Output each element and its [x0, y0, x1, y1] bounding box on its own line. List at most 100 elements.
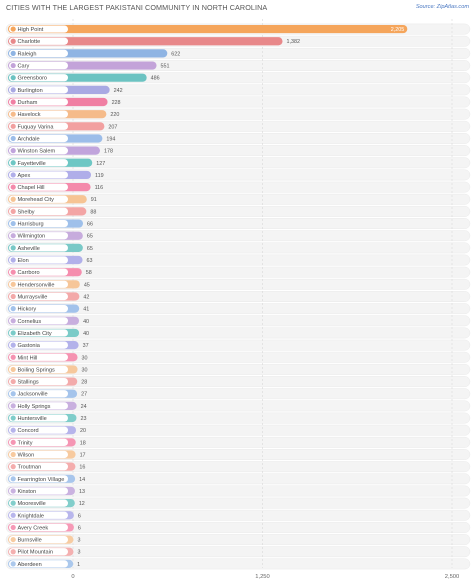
row-background [5, 412, 471, 424]
bar-row[interactable]: Charlotte 1,382 [8, 37, 301, 46]
bar-row[interactable]: Chapel Hill 116 [8, 182, 103, 192]
bar-row[interactable]: Boiling Springs 30 [8, 365, 88, 374]
value-label: 12 [79, 501, 85, 507]
bar-row[interactable]: Hickory 41 [8, 304, 89, 313]
bar-row[interactable]: Kinston 13 [8, 486, 85, 496]
bar-row[interactable]: Havelock 220 [8, 110, 119, 119]
value-label: 220 [110, 112, 119, 118]
row-background [5, 218, 471, 229]
category-label: Charlotte [18, 39, 41, 45]
bar-row[interactable]: Jacksonville 27 [8, 389, 87, 398]
category-label: Avery Creek [18, 525, 49, 531]
bar-row[interactable]: Wilmington 65 [8, 231, 93, 240]
bar-row[interactable]: Burnsville 3 [8, 535, 80, 544]
bar-row[interactable]: Elizabeth City 40 [8, 328, 89, 338]
value-label: 24 [81, 404, 87, 410]
category-color-dot [10, 342, 16, 348]
category-label-pill [9, 232, 68, 240]
category-label-pill [9, 463, 68, 471]
bar-row[interactable]: Knightdale 6 [8, 511, 81, 520]
category-label: Winston Salem [18, 149, 56, 155]
bar-row[interactable]: Troutman 16 [8, 462, 85, 471]
row-background [5, 169, 471, 181]
bar-row[interactable]: Harrisburg 66 [8, 219, 93, 228]
bar-row[interactable]: Archdale 194 [8, 134, 115, 143]
value-label: 622 [171, 51, 180, 57]
bar-row[interactable]: Hendersonville 45 [8, 280, 90, 289]
category-color-dot [10, 123, 16, 129]
category-label: Burnsville [18, 538, 42, 544]
category-label: Stallings [18, 380, 39, 386]
bar-row[interactable]: Pilot Mountain 3 [8, 547, 80, 556]
category-color-dot [10, 451, 16, 458]
category-label-pill [9, 426, 68, 434]
bar-row[interactable]: Trinity 18 [8, 438, 86, 447]
category-color-dot [10, 269, 16, 275]
bar-row[interactable]: Gastonia 37 [8, 341, 89, 350]
category-label-pill [9, 195, 68, 203]
bar-row[interactable]: Greensboro 486 [8, 73, 160, 82]
row-background [5, 364, 471, 375]
bar-row[interactable]: Fearrington Village 14 [8, 474, 85, 483]
value-label: 30 [82, 355, 88, 361]
bar-row[interactable]: Winston Salem 178 [8, 146, 113, 155]
category-color-dot [10, 172, 16, 178]
category-label: Elon [18, 258, 29, 264]
row-background [5, 84, 471, 96]
category-color-dot [10, 245, 16, 251]
category-color-dot [10, 196, 16, 202]
row-background [5, 424, 471, 436]
category-label-pill [9, 511, 68, 519]
bar-row[interactable]: Apex 119 [8, 170, 104, 180]
value-label: 37 [83, 343, 89, 349]
value-label: 1 [77, 562, 80, 568]
category-label-pill [9, 183, 68, 191]
bar-row[interactable]: Morehead City 91 [8, 195, 97, 204]
category-label: Murraysville [18, 294, 48, 300]
value-label: 40 [83, 331, 89, 337]
bar-row[interactable]: Shelby 88 [8, 207, 96, 216]
bar[interactable] [8, 24, 408, 34]
category-label-pill [9, 487, 68, 495]
bar-row[interactable]: Mooresville 12 [8, 499, 85, 508]
value-label: 6 [78, 525, 81, 531]
bar-row[interactable]: Fayetteville 127 [8, 158, 105, 167]
row-background [5, 133, 471, 144]
source-link[interactable]: Source: ZipAtlas.com [415, 4, 469, 10]
bar-row[interactable]: Fuquay Varina 207 [8, 122, 117, 131]
category-label: Fuquay Varina [18, 124, 55, 130]
bar-row[interactable]: Elon 63 [8, 255, 93, 265]
category-label: Morehead City [18, 197, 55, 203]
bar-row[interactable]: Wilson 17 [8, 450, 86, 459]
bar-row[interactable]: Avery Creek 6 [8, 523, 81, 532]
bar-row[interactable]: Murraysville 42 [8, 292, 89, 301]
bar-row[interactable]: Stallings 28 [8, 377, 87, 386]
category-label-pill [9, 122, 68, 130]
bar-row[interactable]: Carrboro 58 [8, 268, 92, 277]
category-label: Huntersville [18, 416, 47, 422]
bar-row[interactable]: Burlington 242 [8, 85, 123, 94]
bar-row[interactable]: Cary 551 [8, 61, 170, 70]
bar-row[interactable]: Cornelius 40 [8, 316, 89, 325]
value-label: 1,382 [287, 39, 301, 45]
bar-row[interactable]: Raleigh 622 [8, 49, 180, 58]
bar-row[interactable]: Huntersville 23 [8, 413, 86, 423]
x-tick-label: 0 [71, 574, 74, 579]
row-background [5, 400, 471, 412]
category-color-dot [10, 464, 16, 470]
row-background [5, 485, 471, 497]
category-color-dot [10, 378, 16, 385]
bar-row[interactable]: Durham 228 [8, 97, 121, 107]
bar[interactable] [8, 37, 283, 46]
bar-row[interactable]: High Point 2,205 [8, 24, 408, 34]
bar-row[interactable]: Aberdeen 1 [8, 559, 80, 568]
row-background [5, 315, 471, 327]
category-label-pill [9, 49, 68, 57]
bar-row[interactable]: Holly Springs 24 [8, 401, 87, 410]
bar-row[interactable]: Asheville 65 [8, 243, 93, 252]
bar-row[interactable]: Concord 20 [8, 426, 86, 435]
category-label: Burlington [18, 88, 43, 94]
bar-row[interactable]: Mint Hill 30 [8, 353, 88, 362]
row-background [5, 473, 471, 485]
